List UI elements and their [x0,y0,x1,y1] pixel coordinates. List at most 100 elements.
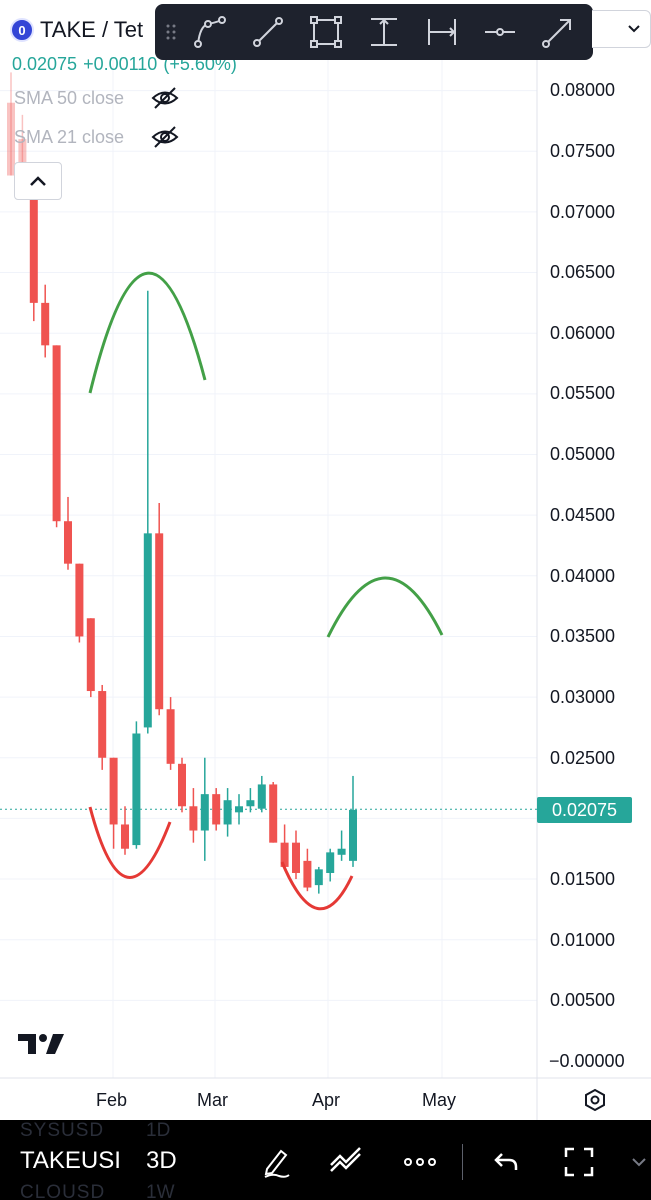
time-axis-tick: Feb [96,1090,128,1110]
last-price-tag: 0.02075 [537,797,632,823]
interval-picker[interactable]: 3D [146,1147,177,1174]
candle-down [166,709,175,764]
chart-area[interactable]: 0 TAKE / Tet 0.02075 +0.00110 (+5.60%) SMA… [0,0,651,1120]
drawing-toolbar[interactable] [155,4,593,60]
fullscreen-button[interactable] [559,1142,599,1182]
candle-down [98,691,107,758]
candle-down [64,521,72,564]
candle-down [18,139,27,164]
path-tool-button[interactable] [181,4,239,60]
candles-group [7,72,357,894]
price-axis-tick: 0.01000 [550,930,616,950]
candle-down [155,533,164,710]
price-axis-tick: 0.05000 [550,444,616,464]
candle-down [269,784,278,843]
arrow-icon [542,19,571,48]
chevron-down-icon [631,1158,646,1167]
overflow-button[interactable] [626,1142,651,1182]
symbol-name[interactable]: TAKE / Tet [40,17,144,42]
arc-annotation-red-1[interactable] [88,806,172,879]
candle-down [212,794,221,825]
candle-down [189,806,198,831]
candle-up [314,869,323,886]
rectangle-tool-button[interactable] [297,4,355,60]
candle-down [52,345,61,522]
picker-next-symbol[interactable]: CLOUSD [20,1182,106,1200]
candle-up [200,794,209,831]
candle-down [86,618,95,692]
horizontal-line-tool-button[interactable] [471,4,529,60]
arc-annotation-red-2[interactable] [280,861,354,911]
fullscreen-icon [564,1147,594,1177]
date-range-icon [428,19,456,45]
tradingview-logo-icon[interactable] [18,1032,64,1056]
more-icon [404,1158,436,1166]
undo-icon [494,1153,518,1170]
rectangle-icon [310,16,342,48]
candle-down [109,757,118,825]
patterns-button[interactable] [326,1142,366,1182]
indicator-sma-50[interactable]: SMA 50 close [14,86,180,110]
price-axis-tick: 0.01500 [550,869,616,889]
path-icon [194,16,226,48]
eye-off-icon[interactable] [150,86,180,110]
candle-down [29,169,38,303]
bottom-toolbar: SYSUSD 1D TAKEUSI 3D CLOUSD 1W [0,1120,651,1200]
draw-button[interactable] [256,1142,296,1182]
picker-prev-interval[interactable]: 1D [146,1120,171,1141]
price-chart[interactable] [0,0,651,1120]
time-axis-tick: Mar [197,1090,228,1110]
more-button[interactable] [400,1142,440,1182]
chart-grid [0,60,537,1078]
candle-up [235,806,243,813]
date-range-tool-button[interactable] [413,4,471,60]
toolbar-divider [462,1144,463,1180]
price-axis-tick: 0.00500 [550,990,616,1010]
candle-down [303,860,312,888]
candle-down [41,302,50,346]
indicator-sma-21[interactable]: SMA 21 close [14,125,180,149]
horizontal-line-icon [485,28,515,36]
candle-up [143,533,152,728]
price-axis-tick: 0.05500 [550,383,616,403]
price-axis-tick: 0.06500 [550,262,616,282]
price-axis-tick: 0.02500 [550,748,616,768]
price-change: +0.00110 [83,54,158,74]
picker-next-interval[interactable]: 1W [146,1182,175,1200]
top-right-dropdown[interactable] [592,10,651,48]
draw-pen-icon [264,1149,290,1178]
indicator-label: SMA 21 close [14,126,125,147]
time-axis-tick: Apr [312,1090,341,1110]
chevron-up-icon [30,176,46,186]
picker-prev-symbol[interactable]: SYSUSD [20,1120,105,1141]
candle-up [246,800,255,807]
price-range-tool-button[interactable] [355,4,413,60]
arc-annotation-green-1[interactable] [88,271,207,394]
eye-off-icon[interactable] [150,125,180,149]
settings-icon [585,1088,605,1112]
drag-handle-icon[interactable] [161,17,181,47]
collapse-legend-button[interactable] [14,162,62,200]
candle-up [326,852,335,873]
arrow-tool-button[interactable] [529,4,587,60]
price-axis-tick: −0.00000 [549,1051,625,1071]
symbol-picker[interactable]: TAKEUSI [20,1147,121,1174]
candle-down [292,842,300,873]
candle-down [7,102,15,176]
price-range-icon [371,18,397,46]
price-axis-tick: 0.07000 [550,202,616,222]
chart-settings-button[interactable] [580,1085,610,1115]
candle-up [132,733,141,846]
candle-down [178,763,186,807]
symbol-header[interactable]: 0 TAKE / Tet [10,14,143,46]
price-axis-tick: 0.07500 [550,141,616,161]
price-axis-tick: 0.03000 [550,687,616,707]
candle-up [349,809,357,861]
time-axis-tick: May [422,1090,457,1110]
trend-line-tool-button[interactable] [239,4,297,60]
price-axis-tick: 0.03500 [550,626,616,646]
candle-up [337,848,346,855]
arc-annotation-green-2[interactable] [326,576,444,638]
indicator-label: SMA 50 close [14,87,125,108]
undo-button[interactable] [486,1142,526,1182]
